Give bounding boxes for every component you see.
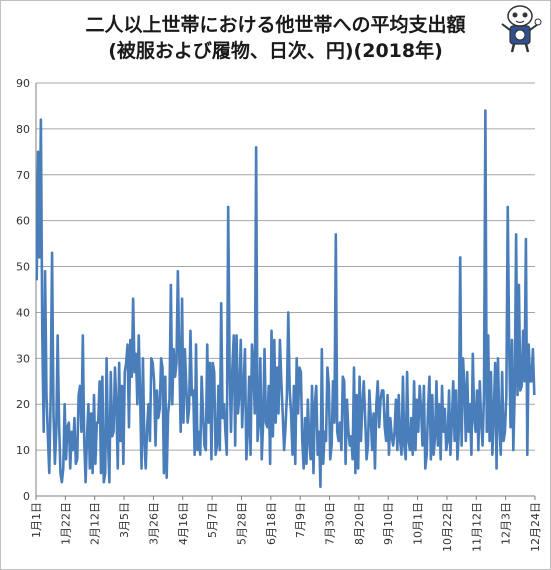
mascot-logo <box>501 5 542 53</box>
y-tick-label: 20 <box>16 398 30 411</box>
x-tick-label: 5月28日 <box>235 502 248 545</box>
y-tick-label: 60 <box>16 215 30 228</box>
y-tick-label: 10 <box>16 444 30 457</box>
series-line <box>35 109 536 489</box>
y-tick-label: 70 <box>16 169 30 182</box>
x-tick-label: 4月16日 <box>177 502 190 545</box>
x-tick-label: 5月7日 <box>206 502 219 538</box>
x-axis: 1月1日 1月22日 2月12日 3月5日 3月26日 4月16日 5月7日 5月28日 6月1… <box>30 495 542 552</box>
y-tick-label: 80 <box>16 123 30 136</box>
series-group <box>35 109 536 489</box>
x-tick-label: 10月22日 <box>441 502 454 552</box>
x-tick-label: 1月22日 <box>59 502 72 545</box>
x-tick-label: 2月12日 <box>89 502 102 545</box>
y-axis: 0 10 20 30 40 50 60 70 80 90 <box>16 77 37 503</box>
x-tick-label: 9月10日 <box>382 502 395 545</box>
y-tick-label: 0 <box>23 490 30 503</box>
x-tick-label: 11月12日 <box>470 502 483 552</box>
x-tick-label: 8月20日 <box>353 502 366 545</box>
y-tick-label: 50 <box>16 261 30 274</box>
x-tick-label: 3月5日 <box>118 502 131 538</box>
x-tick-label: 12月24日 <box>529 502 542 552</box>
x-tick-label: 7月30日 <box>324 502 337 545</box>
y-tick-label: 90 <box>16 77 30 90</box>
x-tick-label: 3月26日 <box>147 502 160 545</box>
x-tick-label: 1月1日 <box>30 502 43 538</box>
chart-title: 二人以上世帯における他世帯への平均支出額 (被服および履物、日次、円)(2018… <box>0 12 551 64</box>
x-tick-label: 7月9日 <box>294 502 307 538</box>
x-tick-label: 12月3日 <box>500 502 513 545</box>
y-tick-label: 40 <box>16 306 30 319</box>
x-tick-label: 6月18日 <box>265 502 278 545</box>
y-tick-label: 30 <box>16 352 30 365</box>
x-tick-label: 10月1日 <box>412 502 425 545</box>
chart-title-line-1: 二人以上世帯における他世帯への平均支出額 <box>85 14 466 36</box>
chart-title-line-2: (被服および履物、日次、円)(2018年) <box>108 40 443 62</box>
